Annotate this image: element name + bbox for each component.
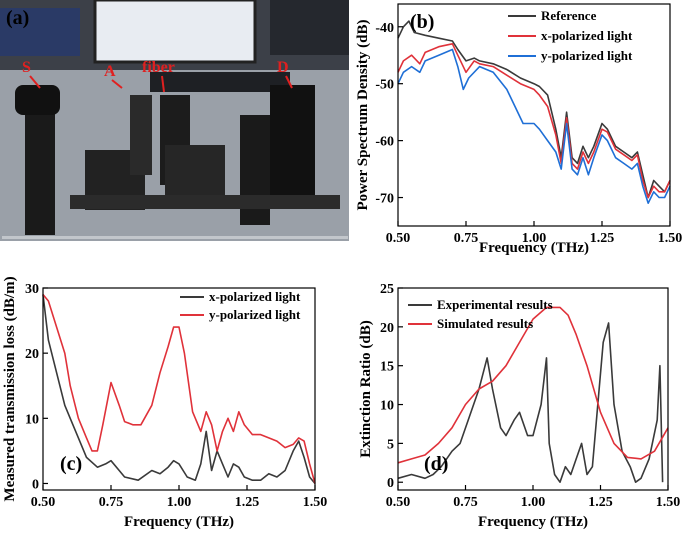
x-tick-label: 0.75 bbox=[453, 495, 478, 510]
x-tick-label: 1.50 bbox=[303, 495, 328, 510]
y-tick-label: -50 bbox=[375, 78, 394, 93]
series-line-2 bbox=[397, 43, 671, 199]
panel-label: (c) bbox=[60, 453, 82, 475]
chart-d: 0.50 0.75 1.00 1.25 1.50 0 5 10 15 20 25 Frequency … bbox=[358, 282, 680, 530]
series-line-3 bbox=[397, 48, 671, 204]
arrow-s bbox=[29, 75, 41, 89]
panel-label: (d) bbox=[424, 453, 448, 475]
arrow-d bbox=[285, 75, 293, 89]
photo-label-s: S bbox=[22, 59, 31, 76]
y-tick-label: -60 bbox=[375, 135, 394, 150]
x-tick-label: 1.50 bbox=[658, 231, 683, 246]
mount-a bbox=[130, 95, 152, 175]
series-line-2 bbox=[42, 293, 316, 484]
keyboard bbox=[150, 72, 290, 92]
series-line-1 bbox=[42, 294, 316, 485]
x-axis-title: Frequency (THz) bbox=[478, 514, 588, 530]
y-tick-label: 0 bbox=[32, 477, 39, 492]
x-tick-label: 1.00 bbox=[521, 495, 546, 510]
monitor-screen bbox=[93, 0, 257, 64]
photo-label-d: D bbox=[277, 59, 289, 76]
rail bbox=[70, 195, 340, 209]
chart-b: 0.50 0.75 1.00 1.25 1.50 -40 -50 -60 -70 Frequenc… bbox=[355, 3, 683, 256]
y-tick-label: 10 bbox=[380, 399, 394, 414]
chart-c: 0.50 0.75 1.00 1.25 1.50 0 10 20 30 Frequency (TH… bbox=[2, 276, 327, 530]
arrow-a bbox=[111, 79, 123, 89]
y-axis-title: Measured transmission loss (dB/m) bbox=[2, 276, 18, 501]
x-tick-label: 1.50 bbox=[656, 495, 681, 510]
legend-label: y-polarized light bbox=[209, 307, 301, 322]
x-tick-label: 0.75 bbox=[454, 231, 479, 246]
x-tick-label: 1.25 bbox=[590, 231, 615, 246]
detector-d bbox=[270, 85, 315, 205]
x-tick-label: 0.50 bbox=[31, 495, 56, 510]
y-tick-label: -40 bbox=[375, 21, 394, 36]
panel-label-a: (a) bbox=[6, 7, 29, 29]
y-tick-label: 10 bbox=[25, 412, 39, 427]
x-tick-label: 1.00 bbox=[167, 495, 192, 510]
legend-label: y-polarized light bbox=[541, 48, 633, 63]
x-tick-label: 0.75 bbox=[99, 495, 124, 510]
y-tick-label: 25 bbox=[380, 282, 394, 297]
photo-panel: (a) S A fiber D bbox=[0, 0, 349, 241]
legend-label: Experimental results bbox=[437, 297, 553, 312]
x-tick-label: 0.50 bbox=[386, 231, 411, 246]
y-tick-label: 5 bbox=[387, 437, 394, 452]
x-tick-label: 1.25 bbox=[235, 495, 260, 510]
y-tick-label: 15 bbox=[380, 360, 394, 375]
left-monitor bbox=[0, 8, 80, 56]
x-tick-label: 0.50 bbox=[386, 495, 411, 510]
legend-label: x-polarized light bbox=[541, 28, 633, 43]
photo-label-a: A bbox=[104, 63, 116, 80]
series-line-1 bbox=[397, 322, 664, 483]
mount-s bbox=[25, 95, 55, 235]
series-line-2 bbox=[397, 306, 669, 464]
y-axis-title: Extinction Ratio (dB) bbox=[358, 320, 374, 458]
right-monitor bbox=[270, 0, 349, 55]
y-axis-title: Power Spectrum Density (dB) bbox=[355, 20, 371, 211]
y-tick-label: 20 bbox=[25, 347, 39, 362]
legend-label: Simulated results bbox=[437, 316, 533, 331]
y-tick-label: 20 bbox=[380, 321, 394, 336]
arrow-fiber bbox=[161, 75, 165, 93]
x-tick-label: 1.25 bbox=[588, 495, 613, 510]
photo-edge bbox=[2, 236, 348, 239]
legend-label: Reference bbox=[541, 8, 597, 23]
y-tick-label: -70 bbox=[375, 192, 394, 207]
panel-label: (b) bbox=[410, 11, 434, 33]
legend-label: x-polarized light bbox=[209, 289, 301, 304]
y-tick-label: 30 bbox=[25, 282, 39, 297]
photo-label-fiber: fiber bbox=[142, 59, 175, 76]
emitter-s bbox=[15, 85, 60, 115]
x-axis-title: Frequency (THz) bbox=[124, 514, 234, 530]
x-axis-title: Frequency (THz) bbox=[479, 240, 589, 256]
x-tick-label: 1.00 bbox=[522, 231, 547, 246]
y-tick-label: 0 bbox=[387, 476, 394, 491]
